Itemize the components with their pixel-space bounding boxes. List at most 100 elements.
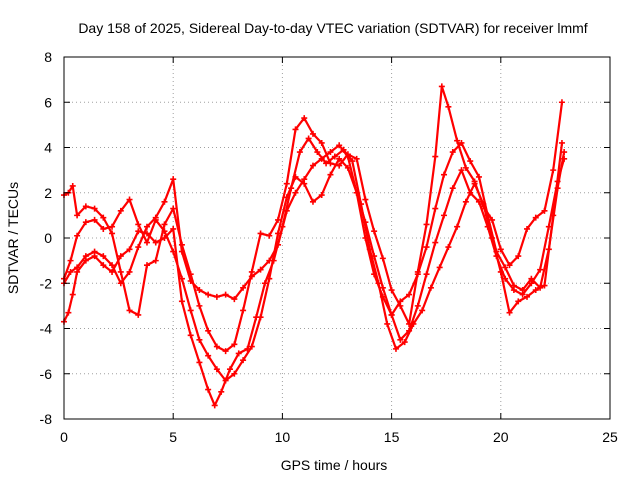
data-point (458, 139, 465, 146)
data-point (506, 309, 513, 316)
data-point (432, 153, 439, 160)
data-point (471, 178, 478, 185)
data-point (67, 257, 74, 264)
data-point (196, 336, 203, 343)
data-point (82, 253, 89, 260)
data-point (379, 255, 386, 262)
data-point (537, 266, 544, 273)
data-point (462, 164, 469, 171)
data-point (497, 246, 504, 253)
data-point (283, 207, 290, 214)
data-point (187, 307, 194, 314)
data-point (91, 216, 98, 223)
data-point (558, 139, 565, 146)
data-point (467, 189, 474, 196)
data-point (327, 149, 334, 156)
data-point (558, 99, 565, 106)
data-point (445, 103, 452, 110)
data-point (318, 155, 325, 162)
data-point (318, 139, 325, 146)
data-point (235, 350, 242, 357)
data-point (419, 307, 426, 314)
data-point (69, 291, 76, 298)
data-point (545, 246, 552, 253)
y-tick-label: -8 (40, 411, 53, 427)
data-point (231, 341, 238, 348)
x-tick-label: 5 (169, 429, 177, 445)
data-point (152, 239, 159, 246)
data-point (170, 248, 177, 255)
data-point (218, 388, 225, 395)
data-point (379, 284, 386, 291)
data-point (100, 262, 107, 269)
data-point (475, 173, 482, 180)
data-point (117, 253, 124, 260)
data-point (257, 314, 264, 321)
data-point (388, 311, 395, 318)
y-tick-label: -2 (40, 275, 53, 291)
data-point (414, 302, 421, 309)
data-point (301, 115, 308, 122)
data-point (74, 212, 81, 219)
data-point (541, 207, 548, 214)
data-point (257, 266, 264, 273)
data-point (161, 221, 168, 228)
data-point (152, 216, 159, 223)
data-point (170, 205, 177, 212)
data-point (117, 207, 124, 214)
data-point (143, 262, 150, 269)
data-point (510, 282, 517, 289)
data-point (67, 268, 74, 275)
data-point (397, 302, 404, 309)
data-point (275, 216, 282, 223)
data-point (362, 219, 369, 226)
data-point (406, 327, 413, 334)
data-point (205, 352, 212, 359)
data-point (117, 268, 124, 275)
data-point (353, 155, 360, 162)
data-point (362, 196, 369, 203)
data-point (135, 228, 142, 235)
data-point (226, 366, 233, 373)
data-point (353, 189, 360, 196)
y-tick-label: 8 (44, 49, 52, 65)
data-point (266, 275, 273, 282)
data-point (82, 203, 89, 210)
data-point (344, 164, 351, 171)
data-point (441, 171, 448, 178)
data-point (371, 271, 378, 278)
data-point (187, 271, 194, 278)
data-point (432, 239, 439, 246)
data-series-4 (61, 83, 565, 355)
data-point (178, 298, 185, 305)
data-point (314, 149, 321, 156)
x-axis-label: GPS time / hours (281, 457, 388, 473)
axis-ticks: 0 5 10 15 20 25 -8 -6 -4 -2 0 2 4 6 8 (40, 49, 618, 445)
data-series-2 (61, 142, 568, 343)
data-point (406, 291, 413, 298)
data-point (336, 142, 343, 149)
data-point (74, 264, 81, 271)
data-point (458, 167, 465, 174)
data-point (205, 327, 212, 334)
data-point (519, 287, 526, 294)
data-point (344, 151, 351, 158)
data-point (213, 343, 220, 350)
data-point (502, 275, 509, 282)
data-point (266, 257, 273, 264)
data-point (100, 225, 107, 232)
data-point (69, 182, 76, 189)
y-tick-label: 2 (44, 185, 52, 201)
data-point (449, 149, 456, 156)
data-point (196, 287, 203, 294)
data-point (275, 230, 282, 237)
data-point (292, 189, 299, 196)
series-trace (62, 141, 566, 382)
data-point (537, 284, 544, 291)
data-point (292, 173, 299, 180)
data-point (427, 284, 434, 291)
data-point (462, 198, 469, 205)
data-point (489, 216, 496, 223)
data-point (205, 291, 212, 298)
